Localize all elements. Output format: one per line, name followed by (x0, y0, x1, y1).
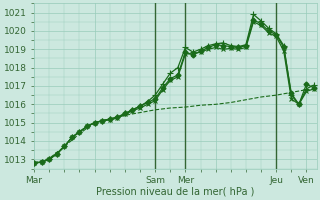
X-axis label: Pression niveau de la mer( hPa ): Pression niveau de la mer( hPa ) (96, 187, 254, 197)
